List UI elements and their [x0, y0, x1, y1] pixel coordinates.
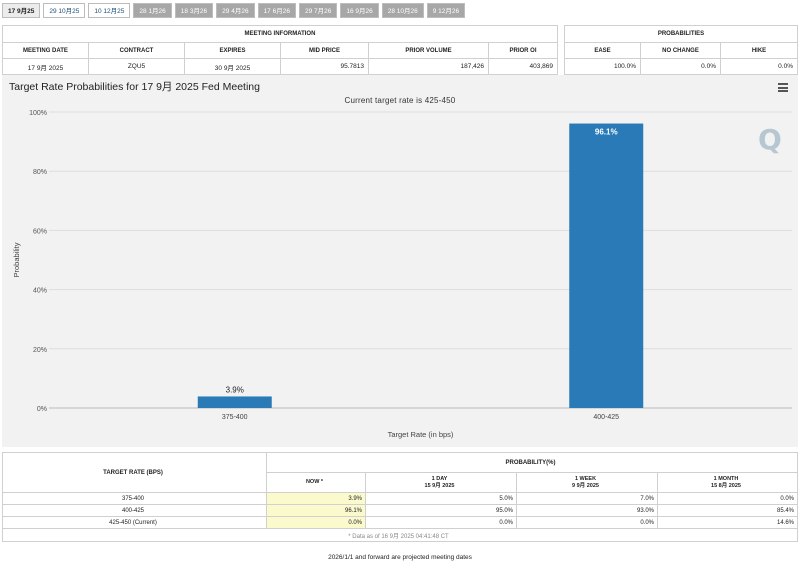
- subcol-header: 1 DAY 15 9月 2025: [365, 472, 517, 493]
- subcol-header: NOW *: [266, 472, 366, 493]
- table-row: 375-400 3.9% 5.0% 7.0% 0.0%: [2, 492, 798, 505]
- meeting-date-tabs: 17 9月25 29 10月25 10 12月25 28 1月26 18 3月26 29 …: [2, 3, 466, 18]
- y-tick-label: 0%: [37, 406, 47, 413]
- meeting-tab[interactable]: 29 7月26: [298, 3, 338, 18]
- probability-table: TARGET RATE (BPS) PROBABILITY(%) NOW * 1 …: [2, 452, 798, 542]
- subcol-date: 15 8月 2025: [711, 482, 741, 489]
- target-rate-cell: 400-425: [2, 504, 267, 517]
- probability-cell: 0.0%: [657, 492, 798, 505]
- probability-cell: 0.0%: [266, 516, 366, 529]
- y-tick-label: 100%: [29, 110, 47, 117]
- meeting-tab[interactable]: 18 3月26: [174, 3, 214, 18]
- chart-title: Target Rate Probabilities for 17 9月 2025…: [9, 81, 260, 93]
- y-axis-label: Probability: [12, 242, 21, 277]
- col-mid-price: MID PRICE: [280, 42, 369, 59]
- no-change-value: 0.0%: [640, 58, 721, 75]
- meeting-tab[interactable]: 10 12月25: [88, 3, 131, 18]
- bar: [569, 123, 644, 408]
- col-meeting-date: MEETING DATE: [2, 42, 89, 59]
- subcol-date: 15 9月 2025: [424, 482, 455, 489]
- probability-cell: 95.0%: [365, 504, 517, 517]
- probability-cell: 7.0%: [516, 492, 658, 505]
- subcol-header: 1 MONTH 15 8月 2025: [657, 472, 798, 493]
- subcol-period: 1 DAY: [431, 475, 448, 482]
- x-tick-label: 375-400: [222, 414, 248, 421]
- probability-cell: 14.6%: [657, 516, 798, 529]
- data-timestamp-note: * Data as of 16 9月 2025 04:41:48 CT: [2, 528, 798, 542]
- probability-cell: 5.0%: [365, 492, 517, 505]
- y-tick-label: 40%: [33, 288, 47, 295]
- table-row: 400-425 96.1% 95.0% 93.0% 85.4%: [2, 504, 798, 517]
- meeting-tab[interactable]: 17 6月26: [257, 3, 296, 18]
- meeting-tab[interactable]: 28 10月26: [381, 3, 424, 18]
- meeting-tab[interactable]: 29 4月26: [216, 3, 255, 18]
- target-rate-cell: 425-450 (Current): [2, 516, 267, 529]
- chart-subtitle: Current target rate is 425-450: [344, 96, 456, 105]
- col-target-rate: TARGET RATE (BPS): [2, 452, 267, 493]
- meeting-tab[interactable]: 9 12月26: [426, 3, 466, 18]
- y-tick-label: 20%: [33, 347, 47, 354]
- subcol-header: 1 WEEK 9 9月 2025: [516, 472, 658, 493]
- col-expires: EXPIRES: [184, 42, 281, 59]
- x-axis-label: Target Rate (in bps): [388, 430, 454, 439]
- chart-panel: 0% 20% 40% 60% 80% 100% 375-400 3.9% 400-425 96.1…: [2, 75, 798, 447]
- meeting-date-value: 17 9月 2025: [2, 58, 89, 75]
- x-tick-label: 400-425: [593, 414, 619, 421]
- expires-value: 30 9月 2025: [184, 58, 281, 75]
- probability-cell: 93.0%: [516, 504, 658, 517]
- y-tick-label: 60%: [33, 228, 47, 235]
- bar-data-label: 3.9%: [226, 385, 244, 394]
- bar: [197, 396, 272, 408]
- probabilities-table: PROBABILITIES EASE NO CHANGE HIKE 100.0%…: [564, 25, 798, 75]
- prior-volume-value: 187,426: [368, 58, 489, 75]
- bar-data-label: 96.1%: [595, 128, 618, 137]
- meeting-tab[interactable]: 17 9月25: [2, 3, 41, 18]
- probability-cell: 85.4%: [657, 504, 798, 517]
- subcol-date: 9 9月 2025: [572, 482, 599, 489]
- col-contract: CONTRACT: [88, 42, 185, 59]
- meeting-tab[interactable]: 29 10月25: [43, 3, 86, 18]
- meeting-information-table: MEETING INFORMATION MEETING DATE CONTRAC…: [2, 25, 558, 75]
- col-hike: HIKE: [720, 42, 798, 59]
- probability-cell: 3.9%: [266, 492, 366, 505]
- col-no-change: NO CHANGE: [640, 42, 721, 59]
- subcol-period: NOW *: [305, 479, 324, 485]
- chart-menu-icon[interactable]: [778, 83, 788, 92]
- probabilities-heading: PROBABILITIES: [564, 25, 798, 43]
- contract-value: ZQU5: [88, 58, 185, 75]
- probability-cell: 0.0%: [365, 516, 517, 529]
- y-tick-label: 80%: [33, 169, 47, 176]
- table-row: 425-450 (Current) 0.0% 0.0% 0.0% 14.6%: [2, 516, 798, 529]
- target-rate-chart: 0% 20% 40% 60% 80% 100% 375-400 3.9% 400-425 96.1…: [12, 110, 792, 439]
- meeting-tab[interactable]: 16 9月26: [340, 3, 379, 18]
- brand-logo-icon: Q: [758, 123, 782, 156]
- col-prior-oi: PRIOR OI: [488, 42, 558, 59]
- col-probability-group: PROBABILITY(%): [266, 452, 798, 473]
- mid-price-value: 95.7813: [280, 58, 369, 75]
- col-ease: EASE: [564, 42, 641, 59]
- probability-cell: 96.1%: [266, 504, 366, 517]
- hike-value: 0.0%: [720, 58, 798, 75]
- meeting-tab[interactable]: 28 1月26: [133, 3, 172, 18]
- subcol-period: 1 MONTH: [713, 475, 739, 482]
- meeting-information-heading: MEETING INFORMATION: [2, 25, 558, 43]
- subcol-period: 1 WEEK: [574, 475, 597, 482]
- target-rate-cell: 375-400: [2, 492, 267, 505]
- col-prior-volume: PRIOR VOLUME: [368, 42, 489, 59]
- prior-oi-value: 403,869: [488, 58, 558, 75]
- footer-note: 2026/1/1 and forward are projected meeti…: [328, 554, 472, 561]
- probability-cell: 0.0%: [516, 516, 658, 529]
- ease-value: 100.0%: [564, 58, 641, 75]
